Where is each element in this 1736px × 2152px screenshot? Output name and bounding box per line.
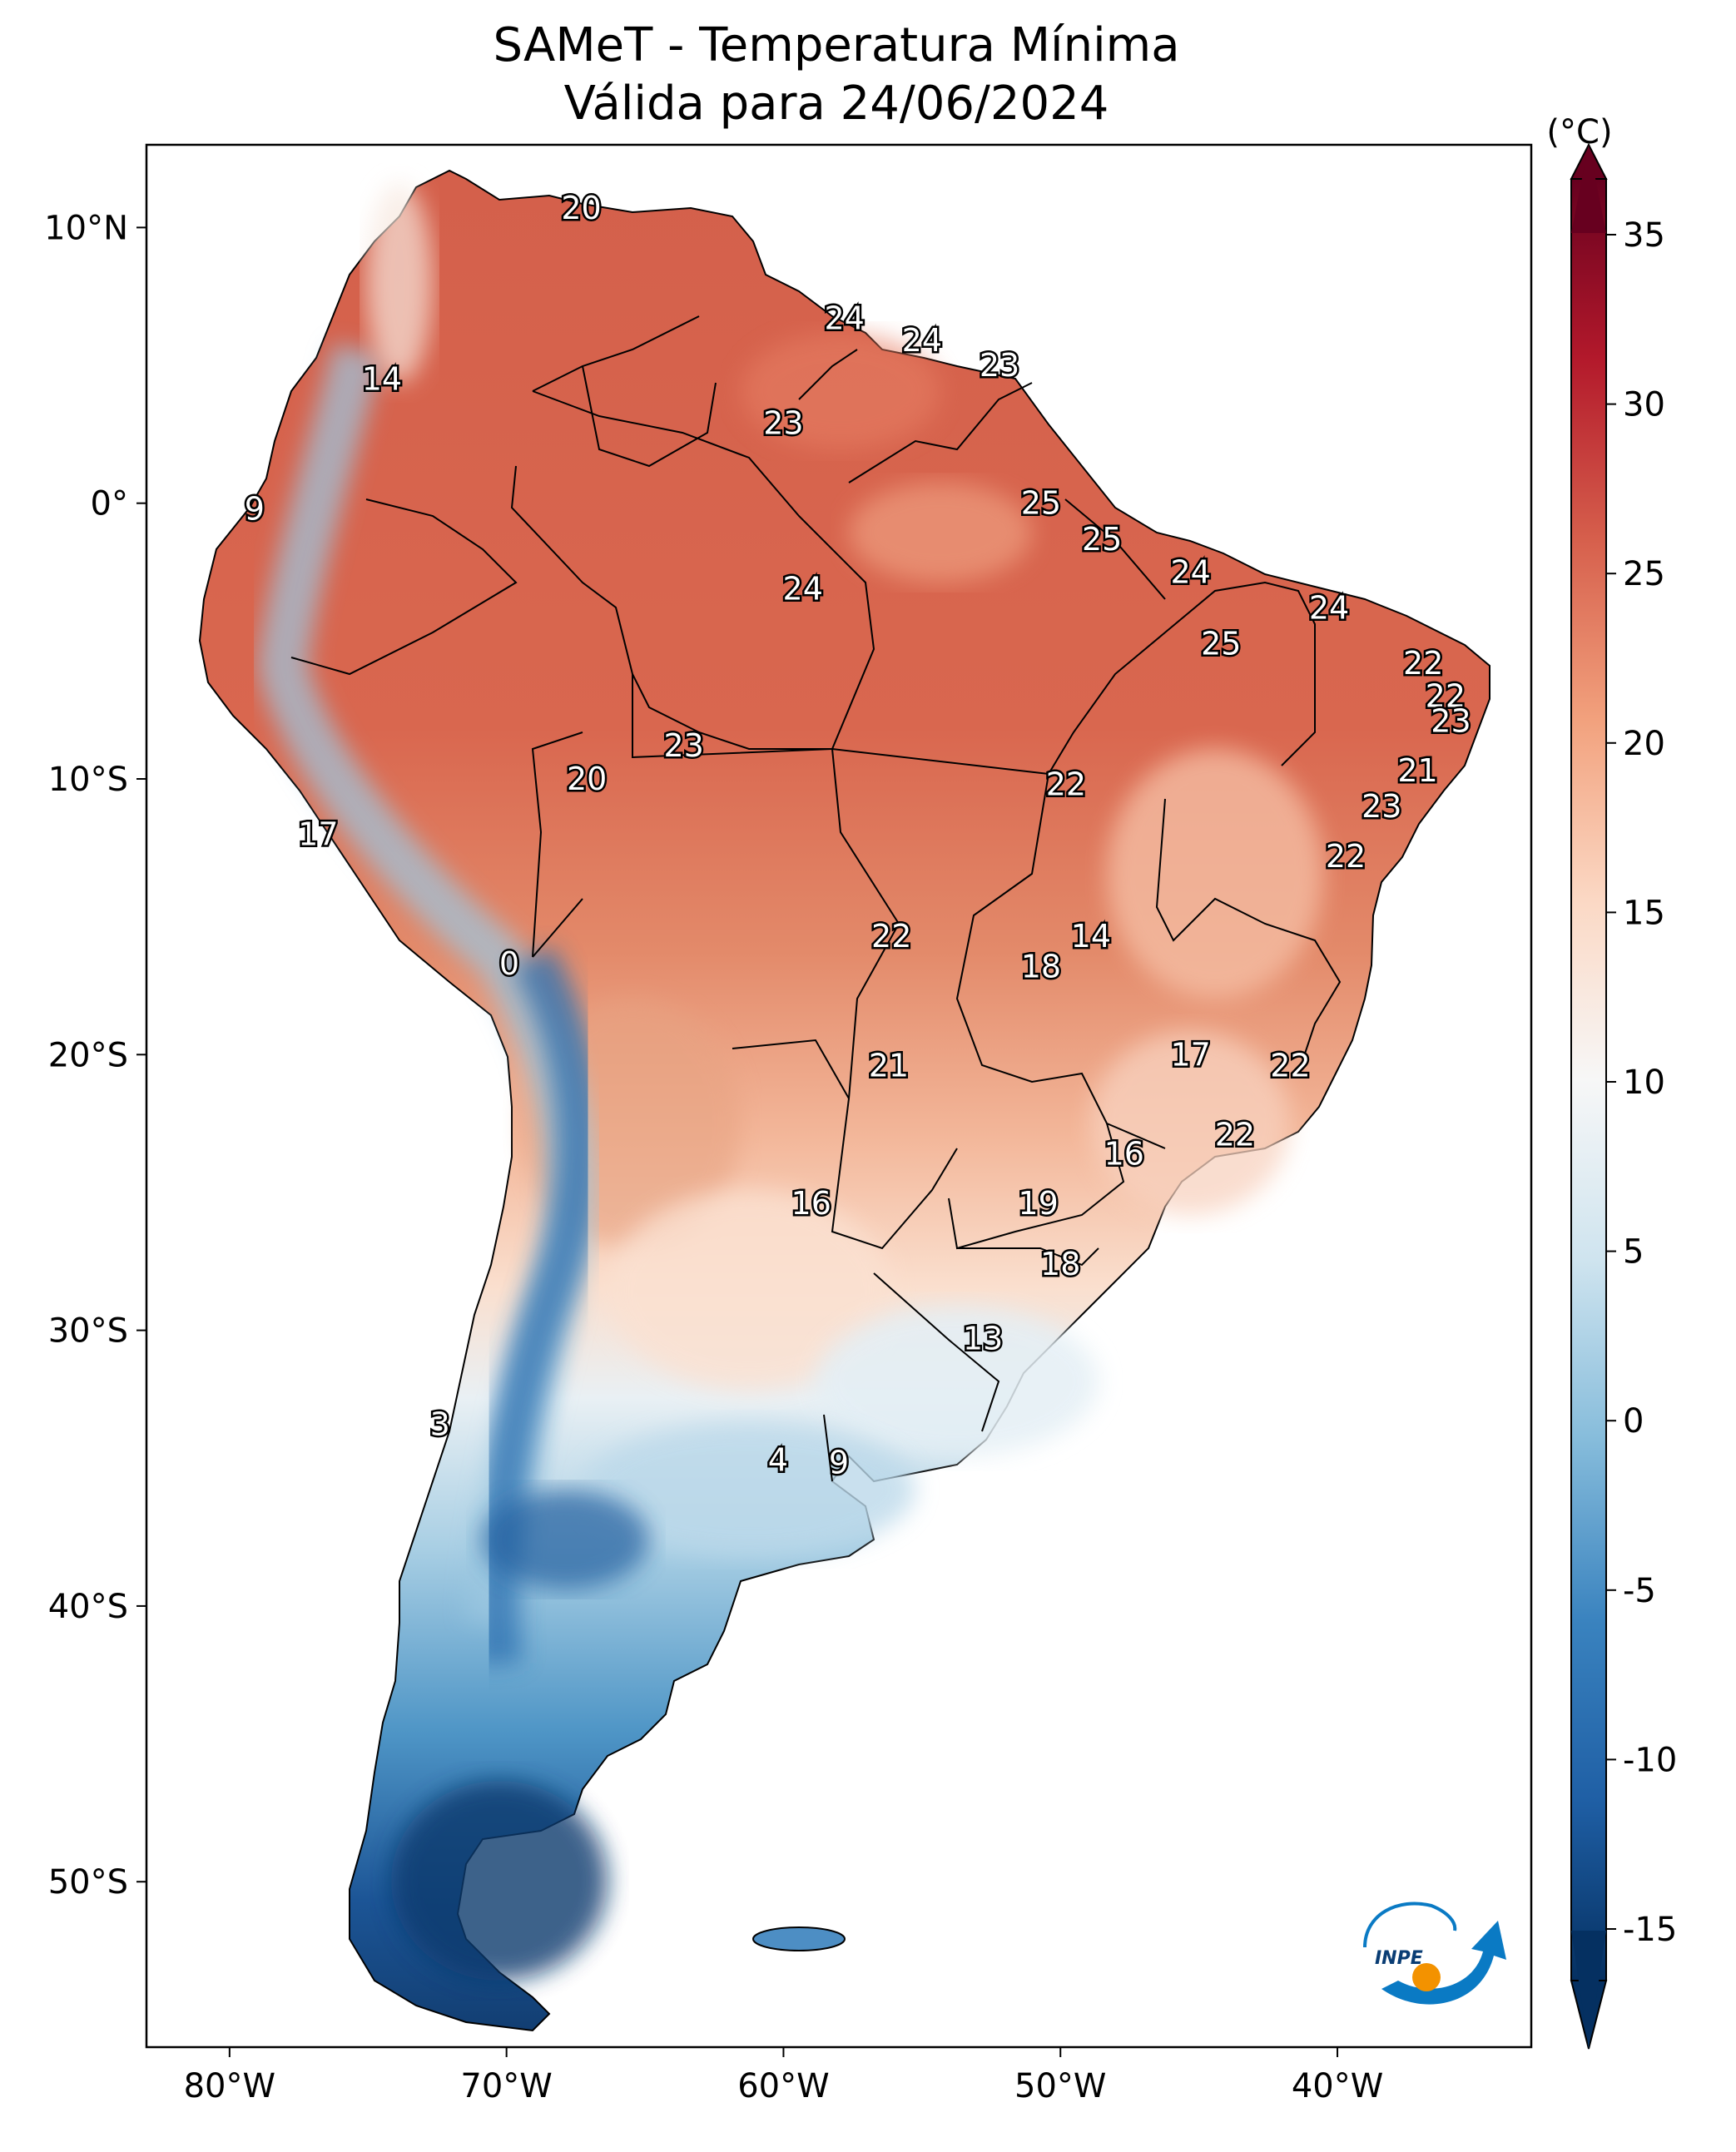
- y-tick-label: 40°S: [48, 1588, 128, 1626]
- temperature-label: 24: [783, 570, 823, 607]
- temperature-label: 17: [1170, 1036, 1210, 1073]
- temperature-label: 24: [824, 300, 864, 337]
- chart-title-line1: SAMeT - Temperatura Mínima: [493, 18, 1180, 72]
- y-axis-ticks: 10°N 0° 10°S 20°S 30°S 40°S 50°S: [44, 209, 146, 1902]
- temperature-label: 4: [768, 1441, 788, 1478]
- temperature-label: 3: [430, 1406, 450, 1442]
- x-tick-label: 50°W: [1014, 2067, 1106, 2105]
- x-axis-ticks: 80°W 70°W 60°W 50°W 40°W: [184, 2047, 1383, 2105]
- temperature-label: 14: [1071, 918, 1111, 955]
- temperature-label: 24: [902, 322, 942, 359]
- temperature-label: 18: [1021, 948, 1061, 984]
- chart-title-line2: Válida para 24/06/2024: [563, 77, 1109, 131]
- temperature-label: 17: [298, 816, 338, 852]
- temperature-label: 23: [980, 347, 1019, 384]
- colorbar-tick-label: 15: [1623, 894, 1665, 932]
- falkland-islands: [752, 1926, 846, 1951]
- temperature-label: 25: [1021, 485, 1061, 522]
- temperature-label: 19: [1018, 1185, 1058, 1222]
- temperature-label: 21: [1397, 752, 1437, 789]
- temperature-label: 16: [791, 1185, 831, 1222]
- map-frame: [145, 143, 1533, 2049]
- x-tick-label: 80°W: [184, 2067, 275, 2105]
- temperature-label: 24: [1309, 590, 1349, 627]
- temperature-label: 22: [1270, 1048, 1310, 1084]
- temperature-label: 22: [1426, 678, 1466, 715]
- temperature-label: 13: [963, 1321, 1003, 1357]
- y-tick-label: 0°: [91, 485, 128, 523]
- temperature-label: 9: [829, 1445, 849, 1481]
- y-tick-label: 10°N: [44, 209, 128, 247]
- inpe-logo: INPE: [1363, 1902, 1506, 2005]
- x-tick-label: 70°W: [460, 2067, 552, 2105]
- temperature-label: 24: [1170, 554, 1210, 591]
- temperature-label: 21: [869, 1048, 909, 1084]
- temperature-label: 0: [499, 945, 519, 982]
- colorbar-tick-label: 20: [1623, 725, 1665, 763]
- temperature-label: 23: [1431, 702, 1471, 739]
- colorbar-tick-label: 5: [1623, 1233, 1644, 1272]
- colorbar: 35 30 25 20 15 10 5 0 -5 -10 -15 (°C): [1546, 113, 1677, 2050]
- temperature-label: 22: [1403, 645, 1443, 682]
- temperature-label: 22: [871, 918, 911, 955]
- temperature-label: 22: [1215, 1116, 1255, 1153]
- temperature-label: 23: [763, 405, 803, 442]
- temperature-label: 22: [1326, 838, 1366, 875]
- x-tick-label: 60°W: [737, 2067, 829, 2105]
- colorbar-unit: (°C): [1546, 113, 1612, 151]
- temperature-label: 20: [567, 761, 607, 797]
- temperature-label: 18: [1040, 1246, 1080, 1282]
- temperature-label: 9: [245, 490, 265, 527]
- colorbar-tick-label: 30: [1623, 386, 1665, 424]
- colorbar-tick-label: 25: [1623, 555, 1665, 593]
- country-borders: [290, 315, 1342, 1482]
- colorbar-tick-label: -10: [1623, 1741, 1677, 1779]
- temperature-label: 25: [1082, 521, 1122, 558]
- temperature-label: 16: [1104, 1136, 1144, 1173]
- temperature-label: 20: [561, 190, 601, 226]
- colorbar-tick-label: 10: [1623, 1064, 1665, 1102]
- x-tick-label: 40°W: [1292, 2067, 1383, 2105]
- colorbar-tick-label: 35: [1623, 216, 1665, 255]
- y-tick-label: 10°S: [48, 761, 128, 799]
- temperature-label: 25: [1201, 626, 1241, 662]
- y-tick-label: 30°S: [48, 1312, 128, 1351]
- temperature-label: 23: [663, 727, 703, 764]
- temperature-label: 14: [362, 361, 402, 398]
- y-tick-label: 20°S: [48, 1036, 128, 1074]
- svg-text:INPE: INPE: [1375, 1948, 1423, 1969]
- temperature-label: 22: [1046, 766, 1086, 803]
- temperature-label: 23: [1362, 788, 1401, 825]
- y-tick-label: 50°S: [48, 1863, 128, 1902]
- colorbar-tick-label: 0: [1623, 1402, 1644, 1440]
- colorbar-tick-label: -15: [1623, 1911, 1677, 1949]
- colorbar-tick-label: -5: [1623, 1572, 1656, 1610]
